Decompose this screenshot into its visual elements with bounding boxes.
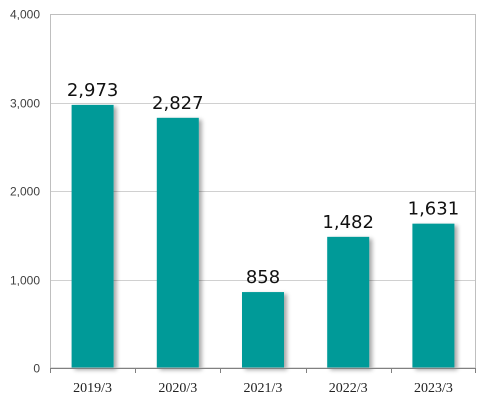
bar	[242, 292, 284, 368]
x-tick-label: 2019/3	[73, 381, 112, 396]
data-label: 2,827	[152, 93, 204, 114]
y-tick-labels: 0 1,000 2,000 3,000 4,000	[10, 8, 40, 376]
gridlines	[50, 14, 476, 281]
data-label: 1,482	[322, 212, 374, 233]
y-tick-label: 4,000	[10, 8, 40, 22]
x-tick-label: 2023/3	[414, 381, 453, 396]
y-tick-label: 1,000	[10, 274, 40, 288]
x-tick-label: 2021/3	[244, 381, 283, 396]
data-labels: 2,973 2,827 858 1,482 1,631	[67, 80, 459, 288]
y-tick-label: 3,000	[10, 97, 40, 111]
bar	[156, 117, 199, 368]
bar	[327, 236, 370, 368]
axes	[50, 14, 476, 373]
data-label: 858	[246, 267, 280, 288]
x-tick-label: 2022/3	[329, 381, 368, 396]
x-tick-labels: 2019/3 2020/3 2021/3 2022/3 2023/3	[73, 381, 453, 396]
bars	[71, 104, 455, 369]
data-label: 2,973	[67, 80, 119, 101]
bar	[71, 104, 114, 369]
data-label: 1,631	[408, 199, 460, 220]
x-tick-label: 2020/3	[158, 381, 197, 396]
y-tick-label: 2,000	[10, 185, 40, 199]
bar	[412, 223, 455, 368]
y-tick-label: 0	[33, 362, 40, 376]
